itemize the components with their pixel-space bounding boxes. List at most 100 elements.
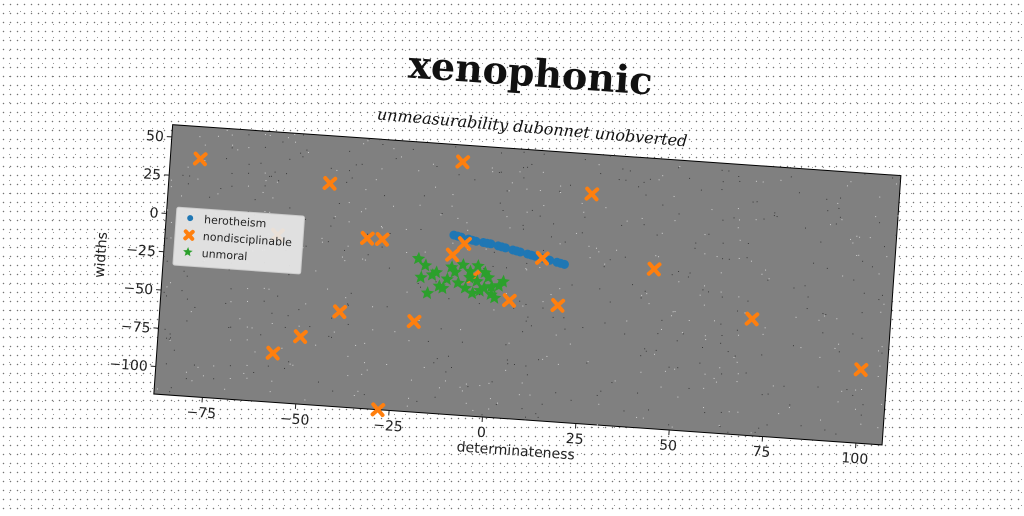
noise-speck — [738, 227, 739, 228]
noise-speck — [384, 195, 385, 196]
noise-speck — [199, 136, 200, 137]
noise-speck — [164, 256, 165, 257]
noise-speck — [861, 338, 862, 339]
noise-speck — [747, 257, 748, 258]
noise-speck — [284, 368, 285, 369]
noise-speck — [807, 308, 808, 309]
noise-speck — [738, 176, 739, 177]
noise-speck — [526, 269, 527, 270]
noise-speck — [523, 167, 524, 168]
noise-speck — [570, 185, 571, 186]
noise-speck — [271, 313, 272, 314]
noise-speck — [331, 337, 332, 338]
noise-speck — [862, 312, 863, 313]
noise-speck — [722, 258, 723, 259]
noise-speck — [808, 296, 809, 297]
noise-speck — [860, 424, 861, 425]
noise-speck — [679, 166, 680, 167]
noise-speck — [459, 174, 460, 175]
noise-speck — [322, 242, 323, 243]
noise-speck — [864, 174, 865, 175]
noise-speck — [486, 249, 487, 250]
noise-speck — [640, 372, 641, 373]
noise-speck — [838, 401, 839, 402]
noise-speck — [419, 320, 420, 321]
noise-speck — [462, 390, 463, 391]
noise-speck — [270, 135, 271, 136]
noise-speck — [334, 332, 335, 333]
noise-speck — [503, 210, 504, 211]
noise-speck — [756, 219, 757, 220]
noise-speck — [406, 252, 407, 253]
noise-speck — [777, 216, 778, 217]
noise-speck — [711, 209, 712, 210]
noise-speck — [281, 348, 282, 349]
noise-speck — [327, 289, 328, 290]
noise-speck — [553, 223, 554, 224]
noise-speck — [677, 367, 678, 368]
noise-speck — [737, 330, 738, 331]
noise-speck — [767, 280, 768, 281]
y-tick-label: −50 — [123, 280, 154, 298]
noise-speck — [542, 404, 543, 405]
noise-speck — [610, 301, 611, 302]
noise-speck — [582, 327, 583, 328]
noise-speck — [826, 199, 827, 200]
noise-speck — [737, 362, 738, 363]
noise-speck — [492, 167, 493, 168]
noise-speck — [677, 397, 678, 398]
noise-speck — [294, 134, 295, 135]
noise-speck — [598, 251, 599, 252]
noise-speck — [194, 307, 195, 308]
noise-speck — [396, 158, 397, 159]
noise-speck — [862, 404, 863, 405]
noise-speck — [762, 394, 763, 395]
noise-speck — [768, 394, 769, 395]
noise-speck — [389, 268, 390, 269]
noise-speck — [657, 235, 658, 236]
noise-speck — [270, 391, 271, 392]
noise-speck — [527, 212, 528, 213]
noise-speck — [382, 227, 383, 228]
noise-speck — [249, 164, 250, 165]
noise-speck — [237, 149, 238, 150]
noise-speck — [308, 152, 309, 153]
noise-speck — [819, 357, 820, 358]
noise-speck — [231, 288, 232, 289]
noise-speck — [231, 186, 232, 187]
noise-speck — [191, 311, 192, 312]
noise-speck — [509, 190, 510, 191]
noise-speck — [862, 261, 863, 262]
noise-speck — [440, 214, 441, 215]
noise-speck — [896, 183, 897, 184]
y-tick-label: −25 — [126, 242, 157, 260]
y-tick-label: 25 — [143, 166, 162, 183]
noise-speck — [649, 303, 650, 304]
noise-speck — [856, 255, 857, 256]
noise-speck — [164, 292, 165, 293]
noise-speck — [853, 280, 854, 281]
noise-speck — [247, 365, 248, 366]
noise-speck — [708, 234, 709, 235]
noise-speck — [818, 320, 819, 321]
noise-speck — [523, 225, 524, 226]
noise-speck — [188, 183, 189, 184]
noise-speck — [672, 427, 673, 428]
noise-speck — [879, 197, 880, 198]
noise-speck — [641, 297, 642, 298]
noise-speck — [879, 222, 880, 223]
noise-speck — [529, 395, 530, 396]
noise-speck — [683, 333, 684, 334]
noise-speck — [836, 318, 837, 319]
noise-speck — [597, 424, 598, 425]
noise-speck — [382, 144, 383, 145]
noise-speck — [474, 179, 475, 180]
noise-speck — [717, 256, 718, 257]
noise-speck — [347, 356, 348, 357]
noise-speck — [387, 306, 388, 307]
noise-speck — [303, 134, 304, 135]
noise-speck — [599, 164, 600, 165]
noise-speck — [721, 373, 722, 374]
